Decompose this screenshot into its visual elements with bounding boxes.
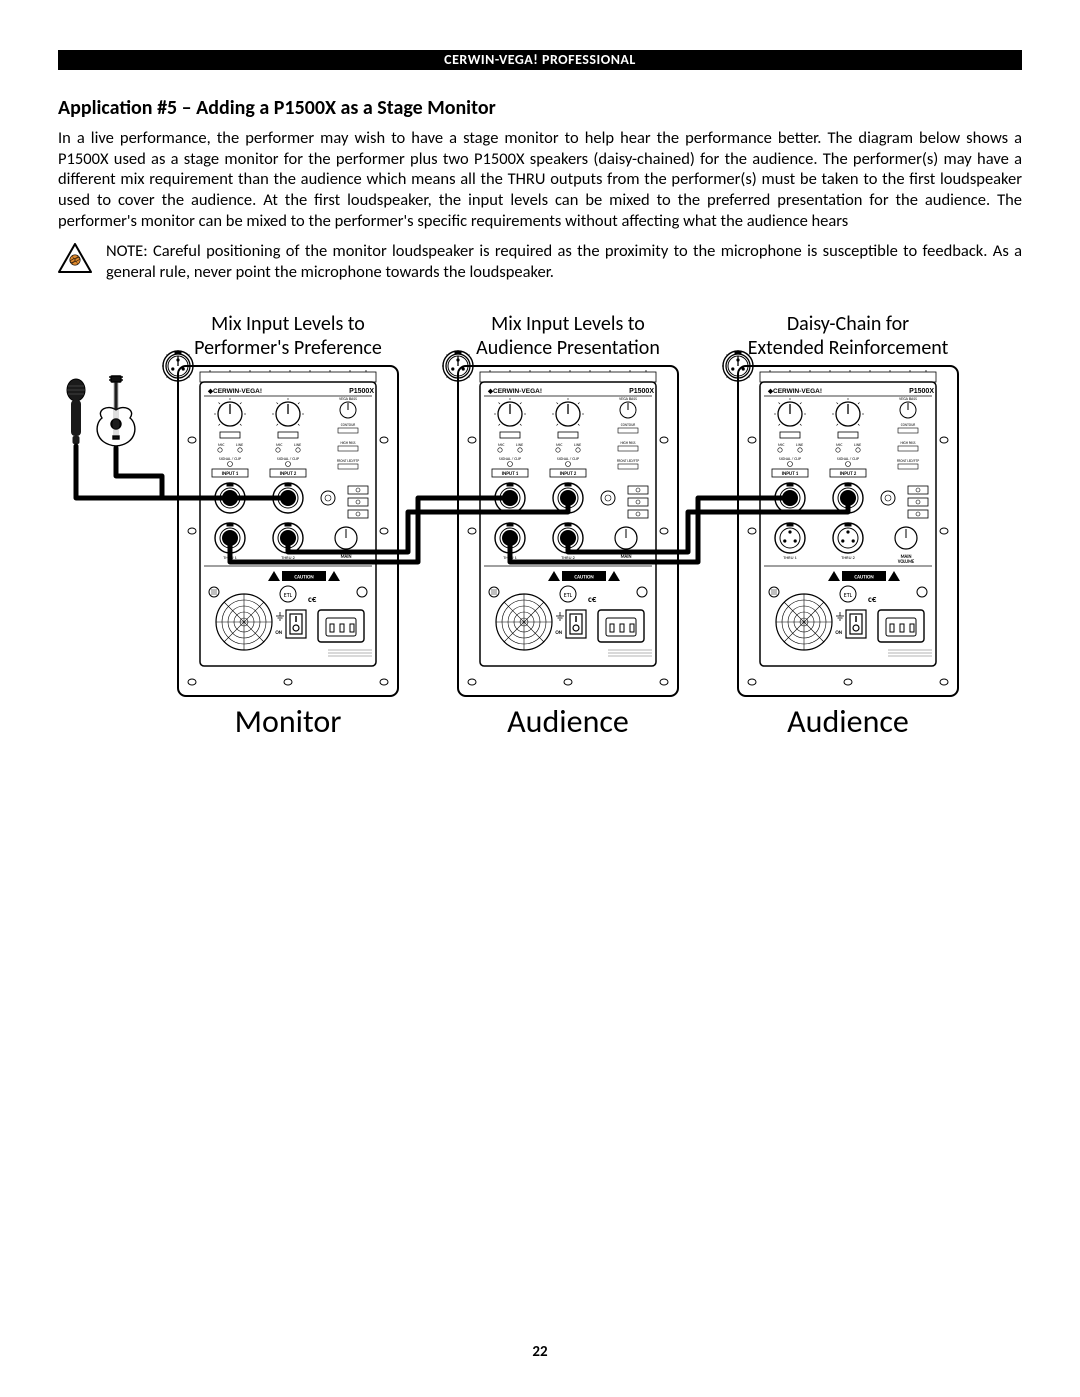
guitar-source-icon <box>97 376 135 446</box>
panel-top-label-2b: Audience Presentation <box>476 336 660 360</box>
panel-top-label-1a: Mix Input Levels to <box>211 312 365 336</box>
note-text: NOTE: Careful positioning of the monitor… <box>106 241 1022 282</box>
wiring-diagram: ◆CERWIN-VEGA! P1500X VEGA BASS MICLI <box>58 312 1022 792</box>
panel-bottom-label-1: Monitor <box>235 702 342 741</box>
panel-top-label-3b: Extended Reinforcement <box>748 336 949 360</box>
section-title: Application #5 – Adding a P1500X as a St… <box>58 96 1022 120</box>
amp-panel-audience2 <box>722 350 958 696</box>
warning-icon <box>58 243 92 273</box>
section-body: In a live performance, the performer may… <box>58 128 1022 231</box>
amp-panel-monitor <box>162 350 398 696</box>
panel-top-label-1b: Performer's Preference <box>194 336 382 360</box>
note-block: NOTE: Careful positioning of the monitor… <box>58 241 1022 282</box>
amp-panel-audience1 <box>442 350 678 696</box>
panel-top-label-3a: Daisy-Chain for <box>787 312 909 336</box>
panel-top-label-2a: Mix Input Levels to <box>491 312 645 336</box>
page-number: 22 <box>0 1343 1080 1361</box>
brand-header: CERWIN-VEGA! PROFESSIONAL <box>58 50 1022 70</box>
panel-bottom-label-2: Audience <box>507 702 629 741</box>
panel-bottom-label-3: Audience <box>787 702 909 741</box>
microphone-source-icon <box>67 379 85 444</box>
